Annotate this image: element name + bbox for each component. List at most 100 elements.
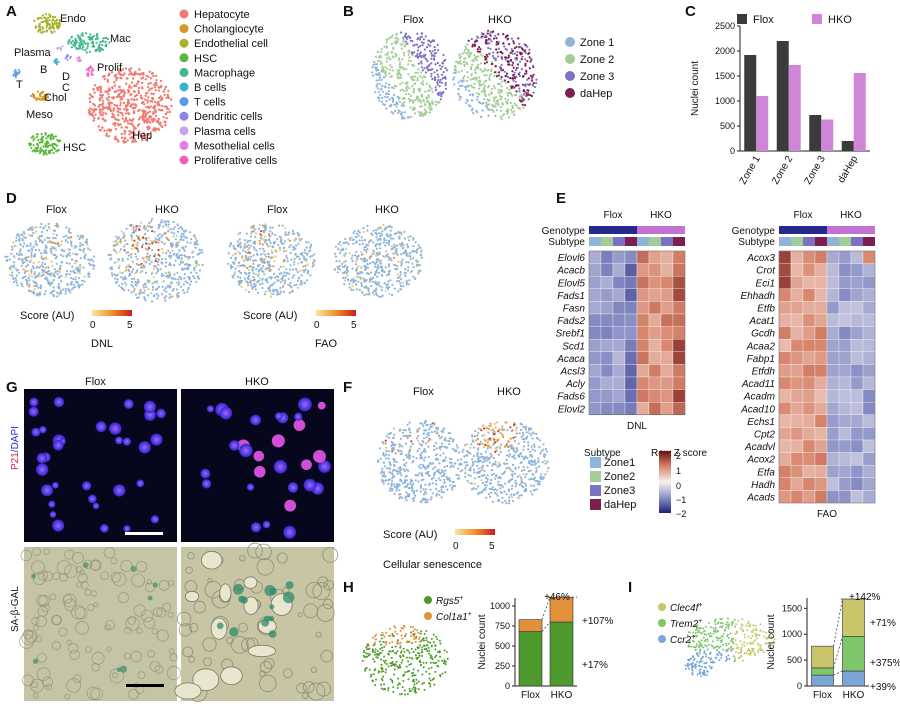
zone-point-hko: [521, 103, 524, 106]
zone-point-flox: [446, 69, 449, 72]
zone-point-flox: [388, 83, 391, 86]
heat-cell-fao: [814, 414, 828, 428]
dapi-nucleus: [150, 433, 163, 446]
zone-point-hko: [492, 30, 495, 33]
hepatocyte-point: [91, 108, 94, 112]
hepatocyte-point: [145, 121, 149, 124]
tissue-texture-dot: [136, 627, 143, 634]
senescence-point-flox: [422, 437, 426, 440]
y-tick-label: 500: [720, 121, 735, 131]
panel-label-b: B: [343, 3, 354, 20]
zone-point-flox: [421, 114, 424, 118]
zone-point-flox: [385, 100, 388, 103]
score-point-flox-fao: [261, 277, 264, 281]
zone-point-hko: [500, 69, 503, 72]
score-point-hko-fao: [395, 265, 398, 268]
cholangiocyte-point: [41, 96, 44, 99]
macrophage-point: [106, 38, 109, 41]
heat-cell-fao: [826, 313, 840, 327]
score-point-hko-fao: [398, 232, 401, 235]
score-point-hko-dnl: [125, 266, 128, 269]
score-point-flox-dnl: [61, 288, 64, 291]
genotype-cell: [827, 226, 839, 234]
score-point-flox-dnl: [38, 293, 41, 296]
score-point-flox-fao: [265, 243, 269, 246]
zone-point-hko: [486, 39, 489, 42]
tissue-texture-dot: [30, 678, 44, 693]
score-point-hko-dnl: [147, 294, 150, 297]
score-point-flox-fao: [234, 257, 237, 260]
score-point-flox-dnl: [78, 272, 81, 275]
zone-point-flox: [443, 59, 446, 63]
subtype-cell: [673, 237, 685, 246]
score-point-hko-fao: [366, 248, 369, 251]
score-point-flox-dnl: [39, 265, 42, 268]
score-point-hko-fao: [377, 271, 381, 274]
legend-a-swatch: [179, 155, 189, 165]
score-point-flox-dnl: [59, 289, 62, 293]
score-point-hko-dnl: [171, 295, 174, 299]
score-point-flox-fao: [234, 248, 237, 251]
score-point-flox-fao: [259, 283, 262, 286]
zone-point-flox: [427, 94, 430, 97]
score-point-flox-fao: [276, 289, 279, 292]
score-point-flox-fao: [273, 260, 276, 263]
score-point-hko-fao: [350, 236, 353, 239]
score-point-flox-dnl: [77, 270, 80, 273]
zone-point-hko: [472, 112, 475, 115]
sabgal-stain: [269, 587, 277, 595]
hepatocyte-point: [137, 118, 141, 121]
score-point-hko-dnl: [127, 254, 130, 257]
zone-point-flox: [371, 71, 374, 74]
zone-point-flox: [420, 71, 423, 74]
score-point-hko-fao: [372, 241, 375, 244]
endothelial-point: [58, 19, 61, 22]
gene-label-fao: Etfa: [757, 467, 775, 478]
score-point-flox-dnl: [24, 236, 27, 239]
score-point-hko-dnl: [195, 239, 198, 242]
hepatocyte-point: [149, 100, 152, 103]
zone-point-hko: [532, 91, 535, 94]
hepatocyte-point: [128, 70, 132, 73]
tissue-texture-dot: [62, 593, 77, 608]
dapi-nucleus: [143, 400, 157, 413]
score-point-hko-dnl: [154, 253, 157, 256]
score-point-flox-dnl: [17, 253, 20, 257]
lipid-droplet: [243, 576, 258, 589]
score-point-hko-fao: [376, 266, 379, 269]
senescence-point-flox: [398, 497, 401, 500]
gene-label-fao: Crot: [756, 266, 776, 277]
senescence-point-flox: [432, 476, 435, 479]
zone-point-hko: [510, 37, 513, 40]
zone-point-flox: [437, 79, 440, 82]
endothelial-point: [41, 27, 44, 30]
zone-point-hko: [507, 37, 510, 40]
tissue-texture-dot: [315, 631, 322, 638]
score-point-hko-dnl: [182, 235, 185, 238]
score-point-flox-fao: [293, 284, 296, 287]
zone-point-flox: [441, 92, 444, 95]
score-point-hko-dnl: [122, 278, 125, 281]
score-point-hko-fao: [346, 241, 349, 244]
endothelial-point: [55, 24, 58, 27]
zone-point-flox: [420, 32, 423, 35]
macrophage-point: [99, 40, 102, 44]
macrophage-point: [101, 43, 104, 47]
score-point-flox-fao: [265, 255, 268, 258]
senescence-point-flox: [384, 442, 387, 445]
score-point-hko-dnl: [192, 250, 195, 253]
zone-point-flox: [389, 64, 392, 67]
score-point-flox-fao: [305, 259, 308, 263]
hepatocyte-point: [130, 131, 133, 135]
zone-point-hko: [463, 48, 467, 52]
hepatocyte-point: [125, 108, 128, 111]
score-point-flox-dnl: [33, 276, 37, 279]
score-point-hko-fao: [344, 276, 347, 279]
heat-cell-dnl: [672, 351, 686, 365]
hepatocyte-point: [114, 117, 117, 121]
tissue-texture-dot: [297, 612, 303, 618]
zone-point-flox: [380, 78, 383, 81]
heat-cell-fao: [862, 263, 876, 277]
score-point-flox-fao: [304, 252, 307, 255]
heat-cell-dnl: [600, 351, 614, 365]
